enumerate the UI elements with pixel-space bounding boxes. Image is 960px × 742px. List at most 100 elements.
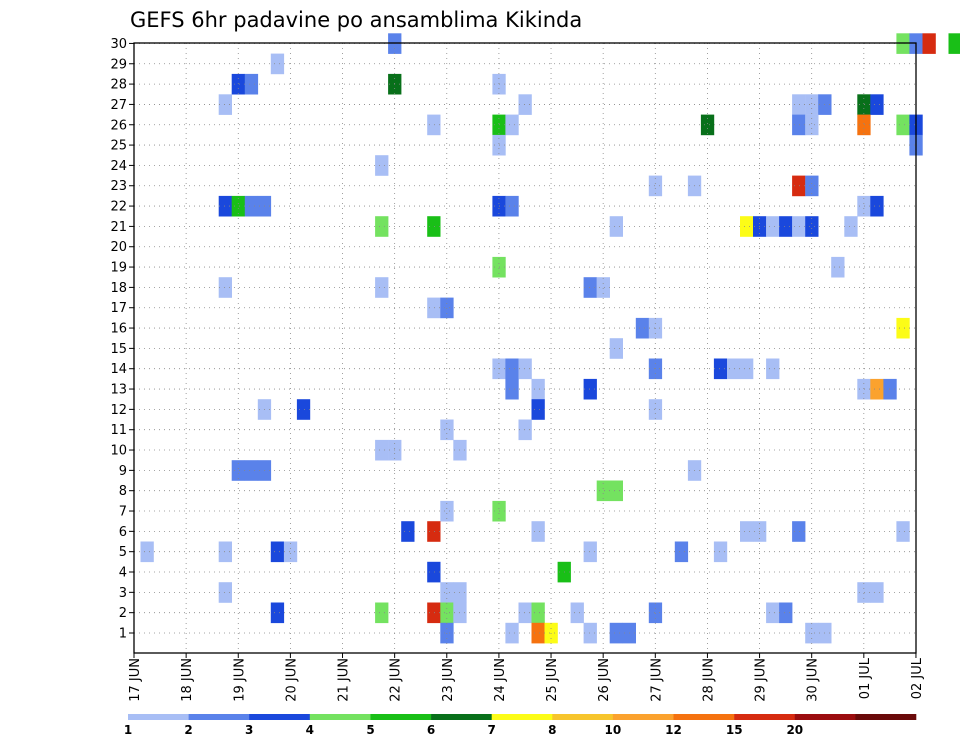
colorbar-swatch: [249, 714, 311, 720]
precip-cell: [727, 358, 741, 380]
precip-cell: [518, 94, 532, 115]
y-tick-label: 3: [119, 586, 127, 601]
precip-cell: [674, 541, 689, 563]
precip-cell: [596, 277, 610, 298]
precip-cell: [857, 94, 871, 115]
precip-cell: [870, 582, 884, 603]
x-tick-label: 01 JUL: [858, 657, 873, 699]
precip-cell: [583, 378, 597, 400]
colorbar-label: 12: [665, 723, 682, 737]
chart-title: GEFS 6hr padavine po ansamblima Kikinda: [130, 8, 582, 32]
precip-cell: [401, 521, 415, 542]
colorbar-swatch: [128, 714, 189, 720]
precip-cell: [740, 358, 754, 380]
precip-cell: [700, 114, 715, 136]
y-tick-label: 18: [110, 281, 127, 296]
precip-cell: [948, 33, 960, 54]
x-tick-label: 19 JUN: [232, 658, 247, 702]
precip-cell: [218, 195, 232, 217]
precip-cell: [231, 195, 245, 217]
colorbar-label: 5: [366, 723, 374, 737]
colorbar: 1 2 3 4 5 6 7 8 10 12 15 20: [124, 714, 917, 737]
precip-cell: [518, 419, 532, 441]
colorbar-swatch: [491, 714, 553, 720]
precip-cell: [218, 94, 232, 115]
precip-cell: [440, 419, 454, 441]
precip-cell: [857, 195, 871, 217]
precip-cell: [648, 399, 663, 420]
precip-cell: [792, 94, 806, 115]
y-tick-label: 24: [110, 159, 127, 174]
precip-cell: [270, 602, 285, 624]
y-tick-label: 12: [110, 403, 127, 418]
precip-cell: [218, 541, 232, 563]
precip-cell: [844, 216, 858, 237]
y-tick-label: 16: [110, 322, 127, 337]
precip-cell: [740, 216, 754, 237]
precip-cell: [427, 561, 441, 583]
precip-cell: [440, 500, 454, 522]
precip-cell: [609, 480, 623, 502]
x-tick-label: 29 JUN: [754, 658, 769, 702]
y-tick-label: 27: [110, 98, 127, 113]
precip-cell: [870, 94, 884, 115]
colorbar-label: 7: [488, 723, 496, 737]
y-tick-label: 9: [119, 464, 127, 479]
colorbar-label: 6: [427, 723, 435, 737]
colorbar-swatch: [370, 714, 432, 720]
precip-cell: [531, 378, 545, 400]
x-tick-label: 02 JUL: [910, 657, 925, 699]
x-tick-label: 22 JUN: [389, 658, 404, 702]
precip-cell: [583, 277, 597, 298]
x-tick-label: 21 JUN: [337, 658, 352, 702]
precip-cell: [831, 256, 845, 278]
precip-cell: [609, 216, 623, 237]
colorbar-label: 15: [726, 723, 743, 737]
colorbar-swatch: [188, 714, 250, 720]
precip-cell: [805, 175, 819, 197]
precip-cell: [505, 378, 519, 400]
precip-cell: [896, 521, 910, 542]
y-tick-label: 13: [110, 383, 127, 398]
x-tick-label: 20 JUN: [284, 658, 299, 702]
colorbar-swatch: [673, 714, 735, 720]
precip-cell: [375, 439, 389, 461]
y-tick-label: 30: [110, 37, 127, 52]
precip-cell: [779, 602, 793, 624]
colorbar-swatch: [734, 714, 796, 720]
colorbar-swatch: [552, 714, 614, 720]
precip-cell: [231, 460, 245, 481]
precip-cell: [375, 216, 389, 237]
precip-cell: [440, 582, 454, 603]
precip-cell: [296, 399, 311, 420]
colorbar-label: 8: [548, 723, 556, 737]
precip-cell: [375, 277, 389, 298]
precip-cell: [270, 53, 285, 75]
y-tick-label: 14: [110, 362, 127, 377]
y-tick-label: 8: [119, 484, 127, 499]
precip-cell: [805, 114, 819, 136]
precip-cell: [583, 541, 597, 563]
precip-cell: [896, 114, 910, 136]
precip-cell: [766, 216, 780, 237]
precip-cell: [792, 216, 806, 237]
precip-cell: [857, 582, 871, 603]
precip-cell: [870, 195, 884, 217]
colorbar-label: 4: [306, 723, 314, 737]
precip-cell: [270, 541, 285, 563]
precip-cell: [713, 358, 728, 380]
precip-cell: [570, 602, 584, 624]
precip-cell: [792, 175, 806, 197]
x-axis: 17 JUN 18 JUN 19 JUN 20 JUN 21 JUN 22 JUN 23 J…: [128, 653, 925, 702]
precip-cell: [805, 216, 819, 237]
colorbar-swatch: [794, 714, 856, 720]
precip-cell: [505, 195, 519, 217]
precip-cell: [766, 602, 780, 624]
precip-cell: [218, 277, 232, 298]
x-tick-label: 28 JUN: [701, 658, 716, 702]
colorbar-swatch: [612, 714, 674, 720]
precip-cell: [740, 521, 754, 542]
y-tick-label: 22: [110, 200, 127, 215]
precip-cell: [505, 622, 519, 644]
precip-cell: [531, 622, 545, 644]
